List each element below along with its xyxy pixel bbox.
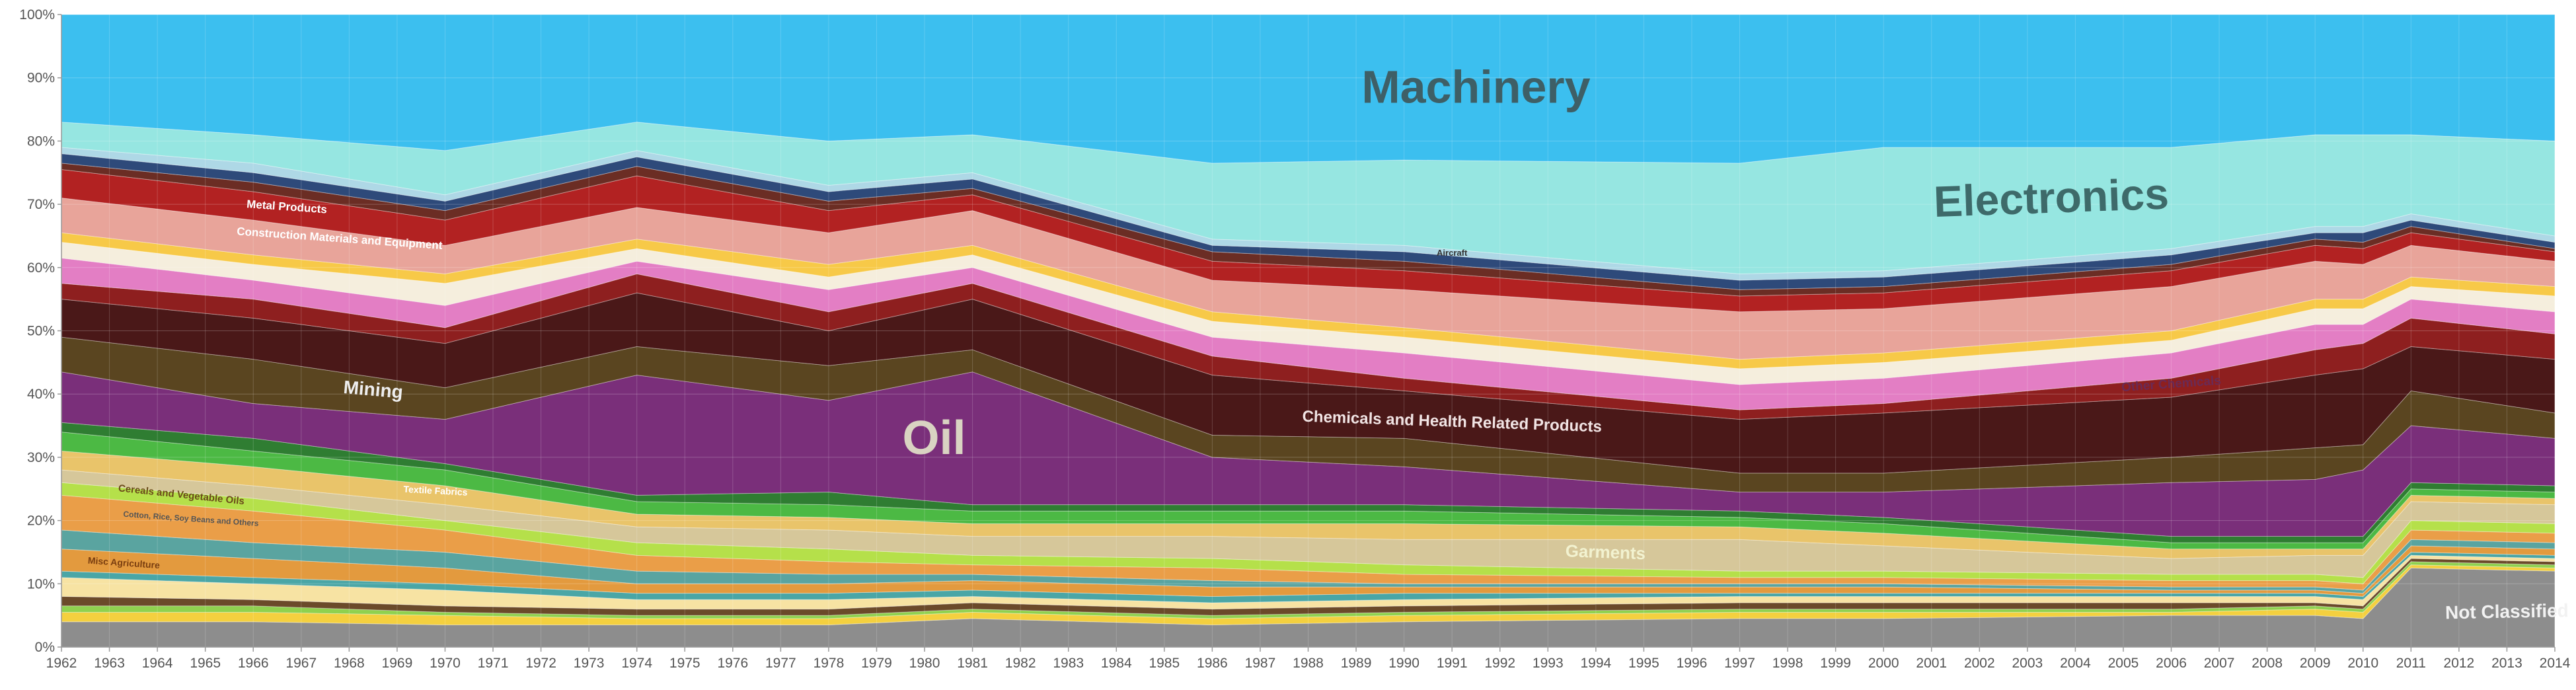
x-tick-label: 2010 [2347, 656, 2378, 671]
x-tick-label: 1996 [1677, 656, 1708, 671]
y-tick-label: 60% [27, 260, 55, 276]
label-electronics: Electronics [1933, 169, 2170, 226]
area-construction-materials-and-equipment [61, 169, 2556, 313]
x-tick-label: 1974 [621, 656, 652, 671]
area-chemicals-and-health-related-products [61, 273, 2556, 420]
x-tick-label: 1966 [238, 656, 269, 671]
x-tick-label: 2006 [2156, 656, 2187, 671]
y-tick-label: 70% [27, 197, 55, 212]
x-tick-label: 1983 [1053, 656, 1084, 671]
label-garments: Garments [1565, 541, 1646, 563]
x-tick-label: 1971 [478, 656, 509, 671]
x-tick-label: 1969 [382, 656, 413, 671]
x-tick-label: 1968 [334, 656, 365, 671]
x-tick-label: 2009 [2300, 656, 2331, 671]
x-tick-label: 1980 [909, 656, 940, 671]
label-not-classified: Not Classified [2445, 600, 2569, 623]
label-oil: Oil [903, 412, 966, 465]
x-tick-label: 1987 [1245, 656, 1276, 671]
x-tick-label: 1994 [1580, 656, 1611, 671]
x-tick-label: 1977 [765, 656, 796, 671]
x-tick-label: 1967 [285, 656, 317, 671]
y-tick-label: 30% [27, 450, 55, 465]
y-tick-label: 10% [27, 576, 55, 592]
x-tick-label: 2007 [2204, 656, 2235, 671]
y-tick-label: 20% [27, 514, 55, 529]
area-series-21 [61, 232, 2556, 369]
y-tick-label: 80% [27, 134, 55, 149]
area-other-chemicals [61, 257, 2556, 410]
x-tick-label: 1997 [1724, 656, 1755, 671]
x-tick-label: 1985 [1149, 656, 1180, 671]
x-tick-label: 2008 [2252, 656, 2283, 671]
x-tick-label: 2003 [2012, 656, 2043, 671]
x-tick-label: 1998 [1772, 656, 1803, 671]
x-tick-label: 1970 [430, 656, 461, 671]
x-tick-label: 2004 [2060, 656, 2091, 671]
label-misc-agriculture: Misc Agriculture [87, 555, 160, 571]
area-oil [61, 336, 2556, 493]
label-machinery: Machinery [1361, 61, 1590, 112]
x-tick-label: 1995 [1628, 656, 1659, 671]
x-tick-label: 1984 [1101, 656, 1132, 671]
x-tick-label: 1992 [1484, 656, 1515, 671]
x-tick-label: 2014 [2540, 656, 2571, 671]
area-series-5 [61, 555, 2556, 610]
y-tick-label: 90% [27, 71, 55, 86]
x-tick-label: 1976 [717, 656, 748, 671]
area-metal-products [61, 163, 2556, 297]
x-tick-label: 1973 [574, 656, 605, 671]
x-tick-label: 1990 [1388, 656, 1420, 671]
x-tick-label: 1978 [814, 656, 845, 671]
x-axis: 1962 1963 1964 1965 1966 1967 1968 1969 1970 1971… [46, 646, 2571, 671]
x-tick-label: 1981 [957, 656, 988, 671]
x-tick-label: 1962 [46, 656, 77, 671]
x-tick-label: 2013 [2491, 656, 2522, 671]
x-tick-label: 1963 [94, 656, 125, 671]
x-tick-label: 1988 [1293, 656, 1324, 671]
x-tick-label: 1986 [1197, 656, 1228, 671]
area-layers [61, 14, 2556, 648]
x-tick-label: 1964 [142, 656, 173, 671]
y-axis: 0% 10% 20% 30% 40% 50% 60% 70% 80% 90% 100% [19, 7, 62, 655]
label-aircraft: Aircraft [1437, 248, 1468, 258]
x-tick-label: 1993 [1533, 656, 1564, 671]
area-series-25 [61, 153, 2556, 290]
x-tick-label: 1979 [861, 656, 892, 671]
x-tick-label: 1999 [1820, 656, 1851, 671]
x-tick-label: 1972 [525, 656, 556, 671]
x-tick-label: 1975 [669, 656, 701, 671]
area-machinery [61, 14, 2556, 164]
y-tick-label: 100% [19, 7, 55, 22]
y-tick-label: 40% [27, 387, 55, 402]
x-tick-label: 2005 [2108, 656, 2139, 671]
area-series-22 [61, 197, 2556, 360]
label-textile-fabrics: Textile Fabrics [403, 484, 468, 498]
x-tick-label: 1991 [1437, 656, 1468, 671]
area-series-2 [61, 564, 2556, 626]
area-electronics [61, 122, 2556, 274]
area-series-20 [61, 241, 2556, 385]
x-tick-label: 2000 [1868, 656, 1899, 671]
area-series-15 [61, 371, 2556, 537]
y-tick-label: 0% [35, 640, 55, 655]
area-aircraft [61, 147, 2556, 281]
x-tick-label: 2002 [1964, 656, 1995, 671]
x-tick-label: 2012 [2444, 656, 2475, 671]
y-tick-label: 50% [27, 324, 55, 339]
x-tick-label: 1965 [190, 656, 221, 671]
x-tick-label: 2001 [1916, 656, 1947, 671]
x-tick-label: 2011 [2396, 656, 2426, 671]
x-tick-label: 1989 [1341, 656, 1372, 671]
area-series-10 [61, 482, 2556, 584]
x-tick-label: 1982 [1005, 656, 1036, 671]
